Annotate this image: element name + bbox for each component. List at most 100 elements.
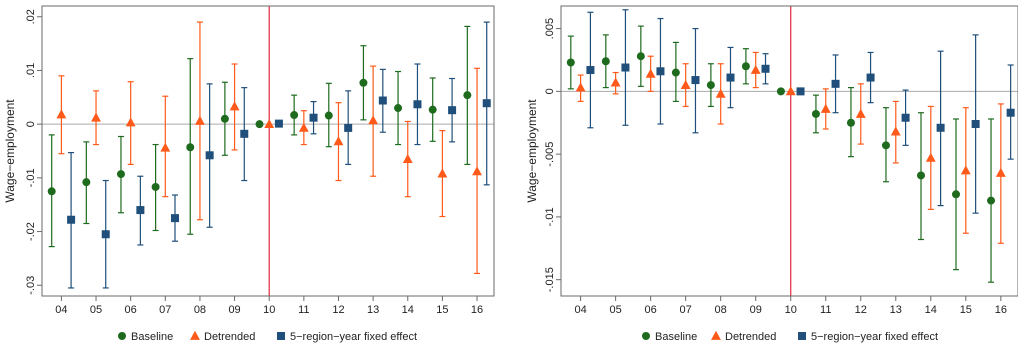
data-point — [378, 96, 387, 105]
data-point — [394, 104, 403, 113]
data-point — [333, 136, 344, 146]
x-tick-label: 10 — [785, 304, 797, 316]
x-tick-label: 06 — [645, 304, 657, 316]
x-tick-label: 14 — [402, 304, 414, 316]
y-tick-label: 0 — [25, 121, 37, 127]
x-tick-label: 09 — [228, 304, 240, 316]
data-point — [866, 73, 875, 82]
data-point — [916, 171, 925, 180]
x-tick-label: 15 — [960, 304, 972, 316]
data-point — [255, 120, 264, 129]
legend: Baseline Detrended 5−region−year fixed eff… — [118, 330, 417, 343]
data-point — [116, 170, 125, 179]
legend-label: Baseline — [655, 331, 697, 343]
x-tick-label: 05 — [90, 304, 102, 316]
data-point — [413, 100, 422, 109]
x-tick-label: 04 — [574, 304, 586, 316]
data-point — [706, 81, 715, 90]
x-tick-label: 08 — [194, 304, 206, 316]
legend-label: Detrended — [725, 331, 776, 343]
data-point — [610, 77, 621, 87]
data-point — [1006, 108, 1015, 117]
chart-panel-left: 04 05 06 07 08 09 10 11 12 13 14 15 16 .02 .01 0 -.01 -.0… — [3, 5, 495, 343]
data-point — [56, 109, 67, 119]
data-point — [298, 122, 309, 132]
y-tick-label: -.015 — [544, 267, 556, 292]
data-point — [290, 111, 299, 120]
data-point — [636, 52, 645, 61]
data-point — [171, 214, 180, 223]
data-point — [901, 113, 910, 122]
data-point — [811, 109, 820, 118]
data-point — [601, 57, 610, 66]
data-point — [621, 63, 630, 72]
legend-marker-triangle — [190, 330, 200, 340]
x-tick-label: 11 — [298, 304, 309, 316]
data-point — [846, 118, 855, 127]
data-point — [645, 68, 656, 78]
x-tick-label: 13 — [367, 304, 379, 316]
x-tick-label: 13 — [890, 304, 902, 316]
data-point — [324, 111, 333, 120]
y-tick-label: -.02 — [25, 222, 37, 241]
data-point — [160, 142, 171, 152]
x-tick-label: 07 — [159, 304, 171, 316]
data-point — [741, 62, 750, 71]
data-point — [186, 143, 195, 152]
y-tick-label: -.03 — [25, 276, 37, 295]
legend-marker-triangle — [711, 330, 721, 340]
x-tick-label: 16 — [471, 304, 483, 316]
y-axis-title: Wage−employment — [3, 99, 17, 203]
data-point — [229, 101, 240, 111]
data-point — [881, 141, 890, 150]
data-point — [359, 78, 368, 87]
data-point — [680, 79, 691, 89]
data-point — [890, 126, 901, 136]
x-tick-label: 12 — [855, 304, 867, 316]
x-tick-label: 06 — [125, 304, 137, 316]
x-tick-label: 11 — [820, 304, 831, 316]
legend-label: Baseline — [131, 331, 173, 343]
data-point — [796, 87, 805, 96]
data-point — [274, 119, 283, 128]
data-point — [925, 152, 936, 162]
data-point — [785, 86, 796, 96]
data-point — [750, 64, 761, 74]
data-point — [82, 178, 91, 187]
x-tick-label: 05 — [610, 304, 622, 316]
data-point — [368, 115, 379, 125]
legend-marker-circle — [118, 332, 126, 340]
data-point — [448, 106, 457, 115]
data-point — [195, 115, 205, 125]
data-point — [776, 87, 785, 96]
data-point — [586, 66, 595, 75]
x-tick-label: 16 — [995, 304, 1007, 316]
data-point — [428, 105, 437, 114]
legend-marker-square — [798, 332, 806, 340]
plot-frame — [560, 5, 1018, 297]
y-tick-label: -.01 — [25, 168, 37, 187]
data-point — [995, 167, 1006, 177]
data-point — [855, 108, 866, 118]
data-point — [987, 196, 996, 205]
x-tick-label: 10 — [263, 304, 275, 316]
data-point — [566, 58, 575, 67]
data-point — [220, 114, 229, 123]
data-point — [205, 151, 214, 160]
data-point — [936, 123, 945, 132]
legend-label: 5−region−year fixed effect — [811, 331, 938, 343]
y-tick-label: .005 — [544, 18, 556, 39]
x-tick-label: 04 — [55, 304, 67, 316]
x-tick-label: 12 — [332, 304, 344, 316]
data-point — [831, 79, 840, 88]
legend-marker-circle — [642, 332, 650, 340]
x-tick-label: 07 — [680, 304, 692, 316]
legend-label: Detrended — [204, 331, 255, 343]
y-tick-label: .02 — [25, 9, 37, 24]
data-point — [437, 168, 448, 178]
data-point — [715, 88, 726, 98]
data-point — [125, 117, 136, 127]
data-point — [309, 113, 318, 122]
y-axis-title: Wage−employment — [525, 99, 539, 203]
